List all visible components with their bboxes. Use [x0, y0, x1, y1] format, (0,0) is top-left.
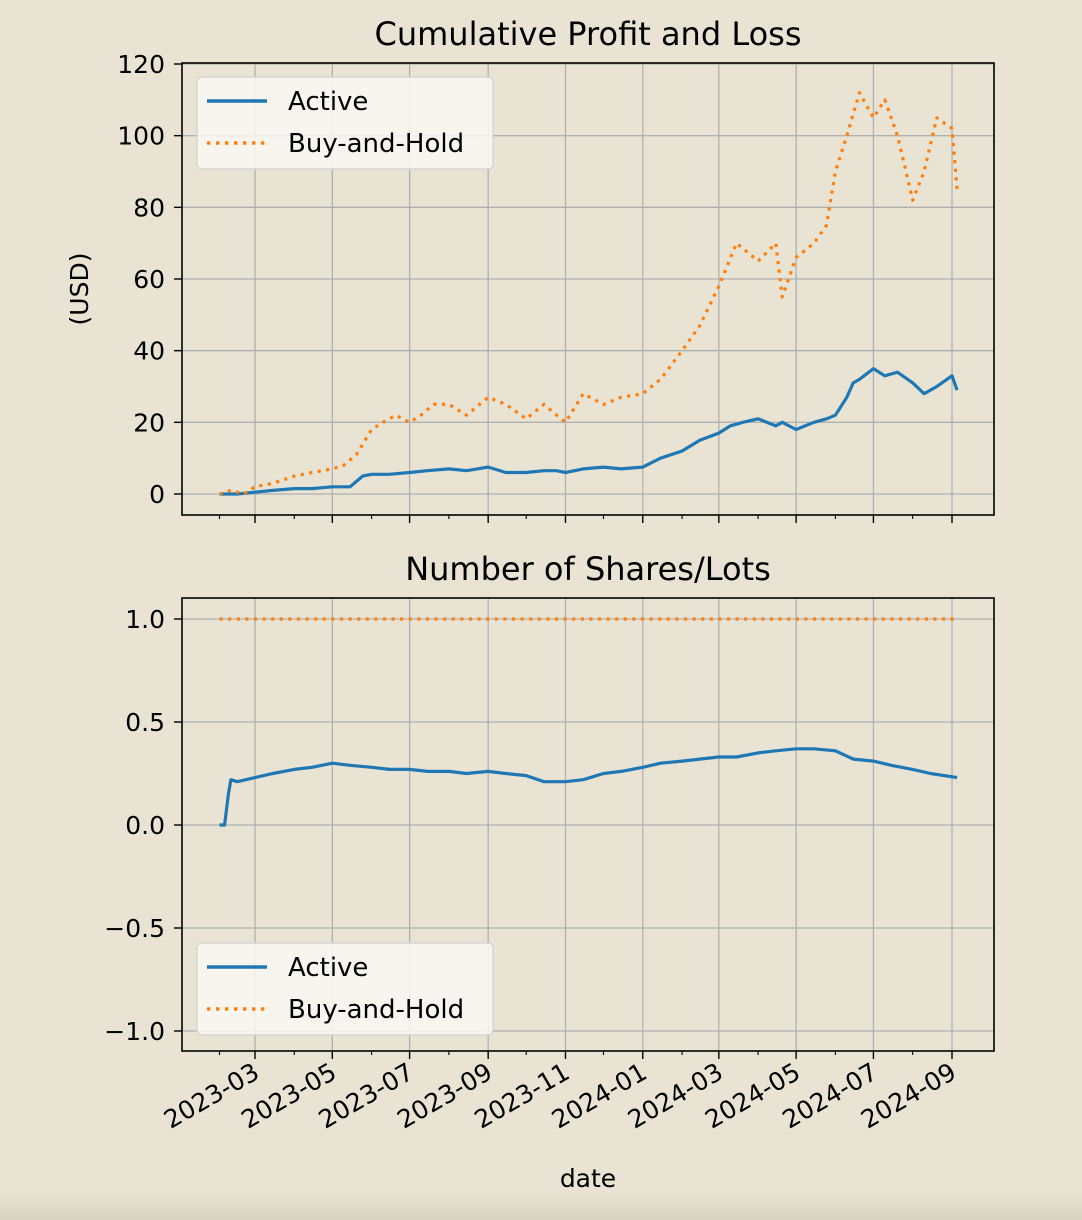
shares-legend-buyhold-label: Buy-and-Hold — [288, 995, 464, 1025]
shares-y-tick-label: 1.0 — [125, 605, 165, 634]
pnl-y-tick-label: 100 — [117, 122, 165, 151]
shares-y-tick-label: 0.0 — [125, 811, 165, 840]
shares-series-active-line — [219, 747, 958, 827]
pnl-title: Cumulative Profit and Loss — [374, 15, 801, 53]
shares-legend-active-label: Active — [288, 953, 368, 983]
pnl-x-ticks — [218, 515, 953, 523]
shares-title: Number of Shares/Lots — [405, 550, 771, 588]
pnl-legend-active-label: Active — [288, 87, 368, 117]
pnl-legend-box — [196, 76, 494, 170]
shares-y-tick-label: −1.0 — [104, 1017, 165, 1046]
shares-x-label: date — [560, 1164, 616, 1193]
pnl-y-label: (USD) — [65, 253, 94, 326]
pnl-y-tick-label: 120 — [117, 50, 165, 79]
pnl-series-buy-and-hold-line — [219, 91, 959, 496]
shares-legend: Active Buy-and-Hold — [196, 942, 494, 1036]
pnl-axes-frame — [181, 62, 995, 516]
shares-series-layer — [219, 617, 958, 827]
pnl-y-ticks: 0 20 40 60 80 100 120 — [117, 50, 182, 509]
pnl-y-tick-label: 0 — [149, 480, 165, 509]
shares-legend-box — [196, 942, 494, 1036]
shares-y-ticks: −1.0 −0.5 0.0 0.5 1.0 — [104, 605, 182, 1046]
pnl-chart: 0 20 40 60 80 100 120 Cumulative Profit and Lo… — [65, 15, 995, 523]
pnl-series-active-line — [219, 367, 959, 496]
pnl-series-layer — [219, 91, 959, 496]
pnl-y-tick-label: 60 — [133, 265, 165, 294]
shares-y-tick-label: −0.5 — [104, 914, 165, 943]
pnl-y-tick-label: 40 — [133, 337, 165, 366]
window-bottom-edge — [0, 1190, 1082, 1220]
pnl-legend: Active Buy-and-Hold — [196, 76, 494, 170]
shares-y-tick-label: 0.5 — [125, 708, 165, 737]
pnl-y-tick-label: 20 — [133, 408, 165, 437]
pnl-legend-buyhold-label: Buy-and-Hold — [288, 129, 464, 159]
pnl-y-tick-label: 80 — [133, 193, 165, 222]
